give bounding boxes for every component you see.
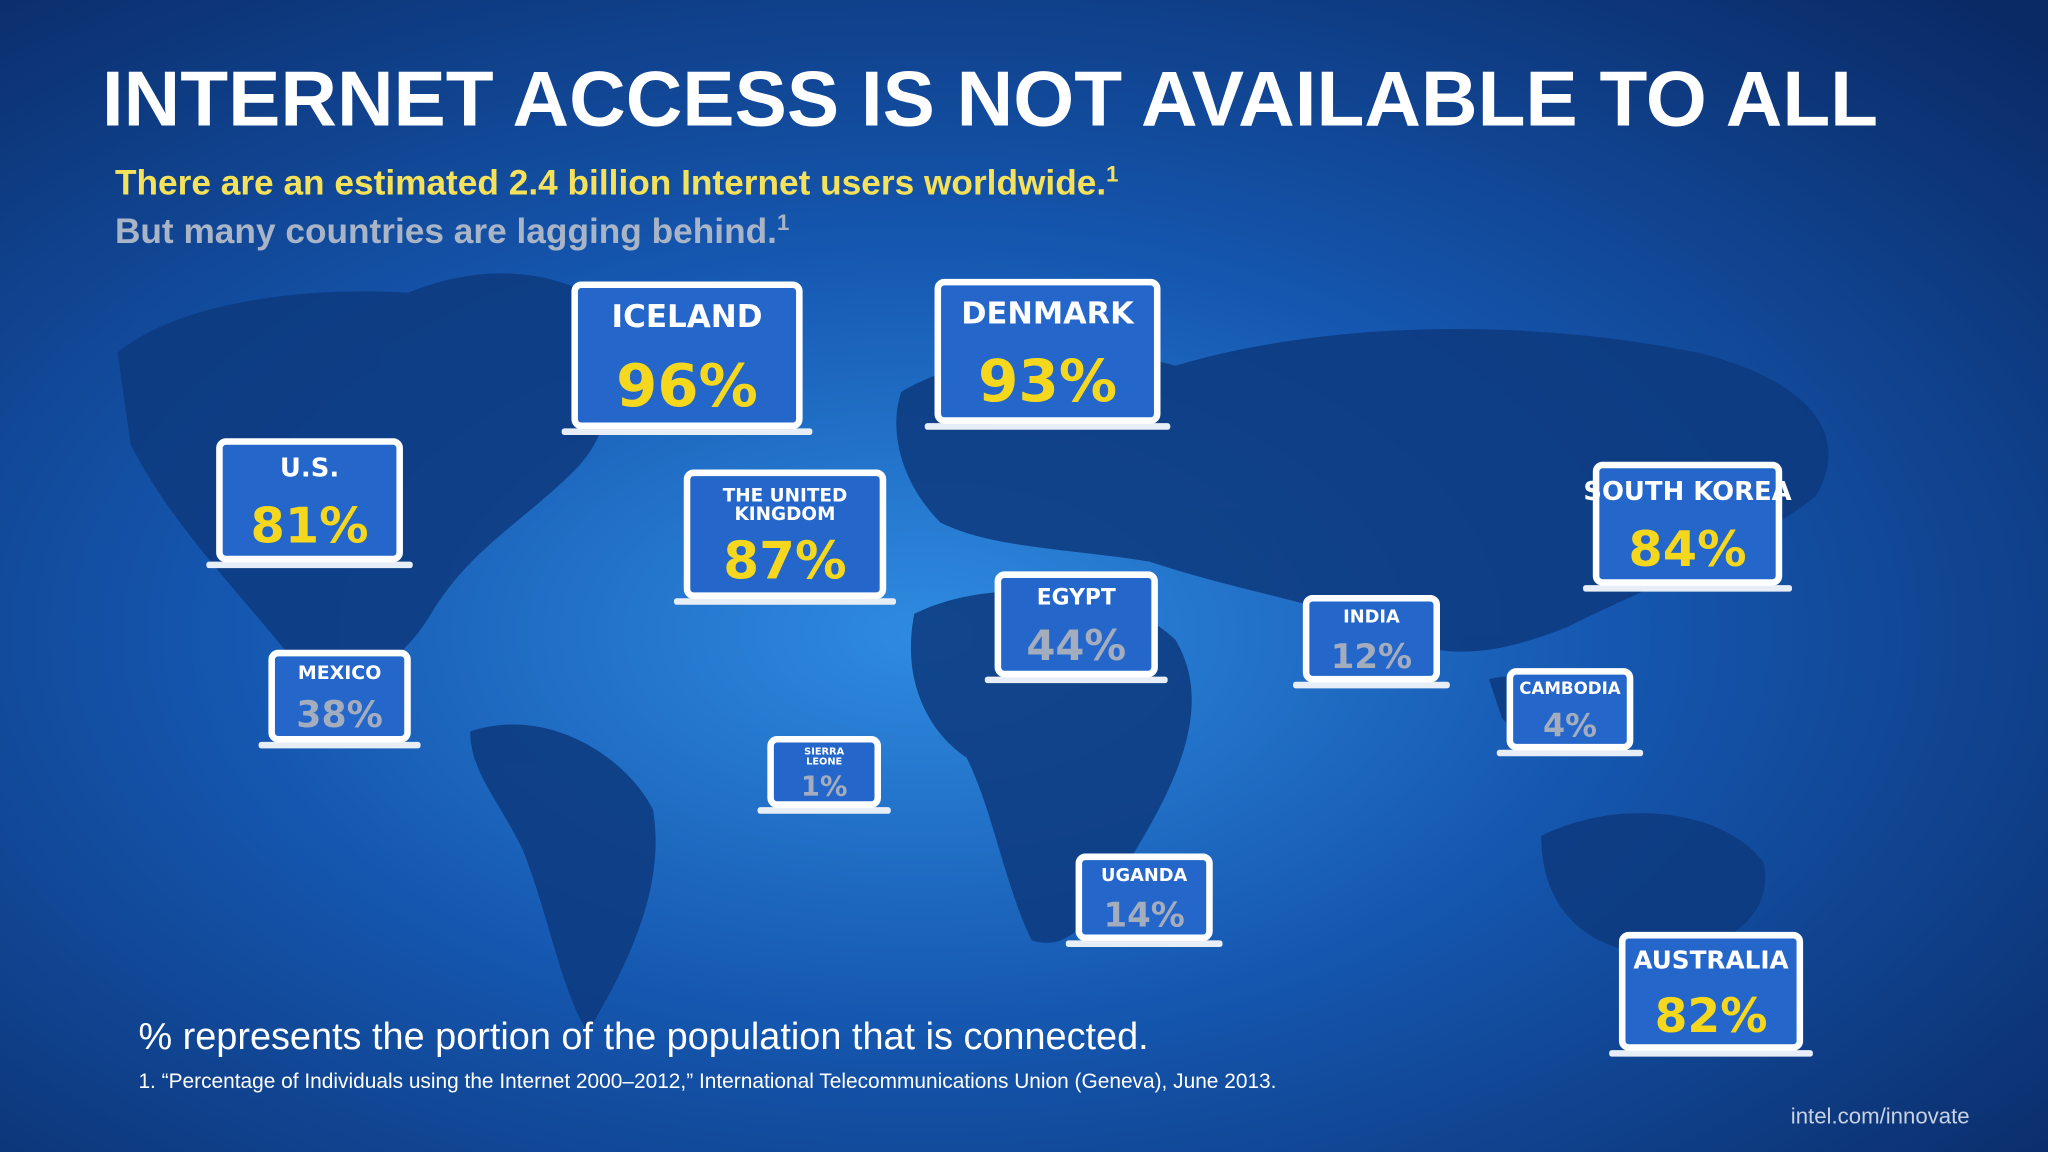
laptop-screen — [1506, 668, 1634, 751]
laptop-screen — [1618, 931, 1804, 1051]
laptop: U.S. 81% — [206, 438, 413, 569]
laptop: EGYPT 44% — [984, 571, 1168, 684]
percentage: 1% — [801, 771, 848, 802]
country-name: CAMBODIA — [1519, 679, 1621, 698]
percentage: 44% — [1026, 621, 1126, 670]
subtitle-text: There are an estimated 2.4 billion Inter… — [115, 164, 1106, 203]
laptop-base — [1293, 681, 1450, 689]
laptop-base — [673, 598, 896, 605]
country-name: DENMARK — [961, 296, 1135, 331]
country-name: EGYPT — [1037, 585, 1116, 610]
laptop-base — [1065, 940, 1223, 947]
laptop: UGANDA 14% — [1065, 853, 1223, 947]
footnote-mark: 1 — [1106, 162, 1118, 187]
laptop: MEXICO 38% — [258, 649, 421, 749]
laptop-screen — [683, 469, 887, 599]
laptop-base — [1583, 585, 1792, 592]
laptop: DENMARK 93% — [924, 278, 1171, 430]
laptop-screen — [767, 735, 881, 808]
percentage: 87% — [723, 531, 846, 591]
laptop-screen — [571, 281, 803, 430]
country-name: SIERRA — [804, 747, 844, 758]
laptop: INDIA 12% — [1293, 594, 1450, 689]
laptop-base — [1609, 1050, 1813, 1057]
country-name: LEONE — [806, 756, 842, 767]
laptop-base — [206, 561, 413, 569]
laptop-screen — [994, 571, 1158, 678]
country-name: UGANDA — [1101, 865, 1187, 886]
laptop: AUSTRALIA 82% — [1609, 931, 1813, 1057]
percentage: 81% — [250, 497, 368, 555]
url: intel.com/innovate — [1791, 1103, 1970, 1128]
subtitle-text: But many countries are lagging behind. — [115, 212, 777, 251]
laptop-base — [757, 807, 891, 814]
country-name: THE UNITED — [723, 486, 848, 507]
percentage: 14% — [1103, 895, 1184, 935]
footer-note: % represents the portion of the populati… — [138, 1016, 1148, 1058]
laptop-screen — [1302, 594, 1440, 683]
country-name: AUSTRALIA — [1633, 946, 1788, 975]
laptop-screen — [1592, 461, 1783, 586]
laptop-screen — [268, 649, 411, 743]
percentage: 38% — [296, 693, 383, 736]
laptop-base — [258, 741, 421, 749]
percentage: 4% — [1543, 706, 1597, 744]
subtitle: There are an estimated 2.4 billion Inter… — [115, 162, 1119, 203]
percentage: 84% — [1628, 520, 1746, 578]
country-name: KINGDOM — [735, 504, 836, 525]
percentage: 93% — [978, 347, 1117, 415]
country-name: MEXICO — [298, 662, 382, 684]
footnote-mark: 1 — [777, 210, 789, 235]
laptop: SOUTH KOREA 84% — [1583, 461, 1792, 592]
laptop-base — [1496, 749, 1644, 757]
percentage: 12% — [1331, 637, 1412, 677]
country-name: INDIA — [1343, 606, 1400, 627]
laptop-base — [561, 428, 813, 435]
laptop-base — [924, 423, 1171, 430]
country-name: ICELAND — [612, 299, 763, 335]
laptop-screen — [216, 438, 403, 563]
laptop: ICELAND 96% — [561, 281, 813, 435]
subtitle: But many countries are lagging behind.1 — [115, 210, 789, 251]
laptop-base — [984, 676, 1168, 684]
laptop-screen — [1075, 853, 1213, 942]
laptop: CAMBODIA 4% — [1496, 668, 1644, 757]
laptop-screen — [934, 278, 1161, 424]
country-name: SOUTH KOREA — [1583, 477, 1791, 507]
percentage: 96% — [616, 351, 758, 420]
source: 1. “Percentage of Individuals using the … — [138, 1070, 1276, 1093]
laptops: ICELAND 96% DENMARK 93% U.S. 81% THE UNITEDKIN… — [206, 278, 1813, 1057]
country-name: U.S. — [280, 453, 339, 483]
title: INTERNET ACCESS IS NOT AVAILABLE TO ALL — [102, 54, 1878, 142]
percentage: 82% — [1655, 989, 1768, 1044]
